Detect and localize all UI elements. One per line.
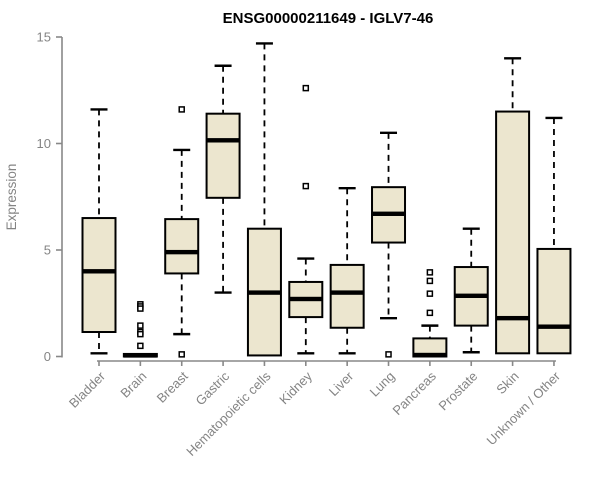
- y-tick-label: 0: [44, 349, 51, 364]
- outlier-brain: [137, 330, 144, 338]
- outlier-pancreas: [426, 269, 434, 276]
- y-tick-label: 15: [37, 30, 51, 45]
- outlier-breast: [178, 106, 185, 113]
- box-bladder: [81, 217, 117, 334]
- outlier-kidney: [302, 182, 310, 190]
- y-axis-title: Expression: [4, 164, 19, 231]
- y-tick-label: 5: [44, 243, 51, 258]
- outlier-pancreas: [426, 277, 434, 285]
- outlier-kidney: [302, 84, 310, 92]
- median-gastric: [206, 138, 240, 143]
- outlier-breast: [178, 351, 185, 358]
- box-skin: [495, 110, 531, 355]
- median-prostate: [454, 293, 488, 298]
- y-tick-label: 10: [37, 136, 51, 151]
- box-liver: [329, 263, 365, 329]
- median-unknown-other: [537, 324, 571, 329]
- median-brain: [123, 353, 157, 358]
- outlier-pancreas: [426, 290, 434, 297]
- median-breast: [165, 249, 199, 255]
- outlier-brain: [137, 342, 144, 350]
- box-breast: [164, 218, 200, 275]
- outlier-brain: [137, 305, 144, 312]
- box-gastric: [205, 112, 241, 199]
- chart-title: ENSG00000211649 - IGLV7-46: [223, 10, 434, 27]
- outlier-brain: [137, 322, 144, 329]
- median-bladder: [82, 269, 116, 274]
- median-skin: [496, 315, 530, 321]
- outlier-lung: [385, 351, 392, 358]
- median-lung: [372, 211, 406, 216]
- median-liver: [330, 290, 364, 295]
- median-kidney: [289, 296, 323, 302]
- median-pancreas: [413, 352, 447, 358]
- median-hematopoietic-cells: [247, 290, 281, 295]
- outlier-pancreas: [426, 309, 434, 317]
- box-unknown-other: [536, 247, 572, 355]
